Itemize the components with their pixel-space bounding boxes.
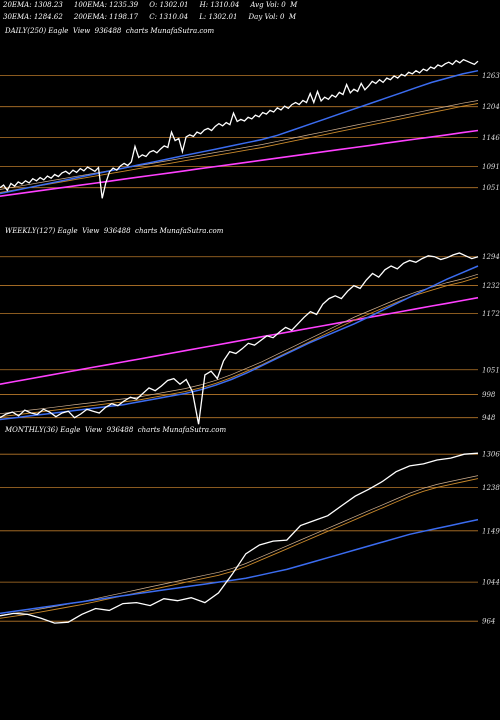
header-line-2: 30EMA: 1284.62 200EMA: 1198.17 C: 1310.0…: [3, 13, 297, 21]
level-label: 1172: [482, 310, 500, 318]
level-label: 1091: [482, 163, 500, 171]
series-line-ema-fast: [0, 265, 479, 421]
series-line-ema-mid: [0, 478, 479, 619]
level-label: 1263: [482, 72, 500, 80]
header-line-1: 20EMA: 1308.23 100EMA: 1235.39 O: 1302.0…: [3, 1, 298, 9]
level-label: 1204: [482, 103, 500, 111]
level-label: 1044: [482, 579, 500, 587]
series-line-ema-mid: [0, 276, 479, 418]
monthly-chart: 1306 1238 1149 1044 964: [0, 451, 500, 626]
level-label: 964: [482, 618, 495, 626]
series-line-ema-fast: [0, 518, 479, 615]
series-line-ema-slow: [0, 296, 479, 385]
level-label: 1149: [482, 527, 500, 535]
level-label: 1306: [482, 451, 500, 459]
series-line-ema-mid-2: [0, 100, 479, 190]
level-label: 1232: [482, 282, 500, 290]
level-label: 1051: [482, 184, 500, 192]
series-line-ema-mid-2: [0, 273, 479, 415]
daily-chart: 1263 1204 1146 1091 1051: [0, 58, 500, 199]
level-label: 1294: [482, 253, 500, 261]
weekly-panel-title: WEEKLY(127) Eagle View 936488 charts Mun…: [5, 227, 224, 235]
series-line-ema-fast: [0, 69, 479, 195]
level-label: 998: [482, 391, 496, 399]
level-label: 1051: [482, 366, 500, 374]
level-label: 1238: [482, 484, 500, 492]
weekly-chart: 1294 1232 1172 1051 998 948: [0, 252, 500, 425]
series-line-price: [0, 58, 479, 199]
series-line-price: [0, 452, 479, 624]
daily-panel-title: DAILY(250) Eagle View 936488 charts Muna…: [5, 27, 215, 35]
series-line-ema-slow: [0, 129, 479, 197]
level-label: 1146: [482, 134, 500, 142]
series-line-ema-mid: [0, 103, 479, 193]
series-line-ema-mid-2: [0, 475, 479, 616]
series-line-price: [0, 252, 479, 425]
level-label: 948: [482, 414, 496, 422]
monthly-panel-title: MONTHLY(36) Eagle View 936488 charts Mun…: [5, 426, 227, 434]
